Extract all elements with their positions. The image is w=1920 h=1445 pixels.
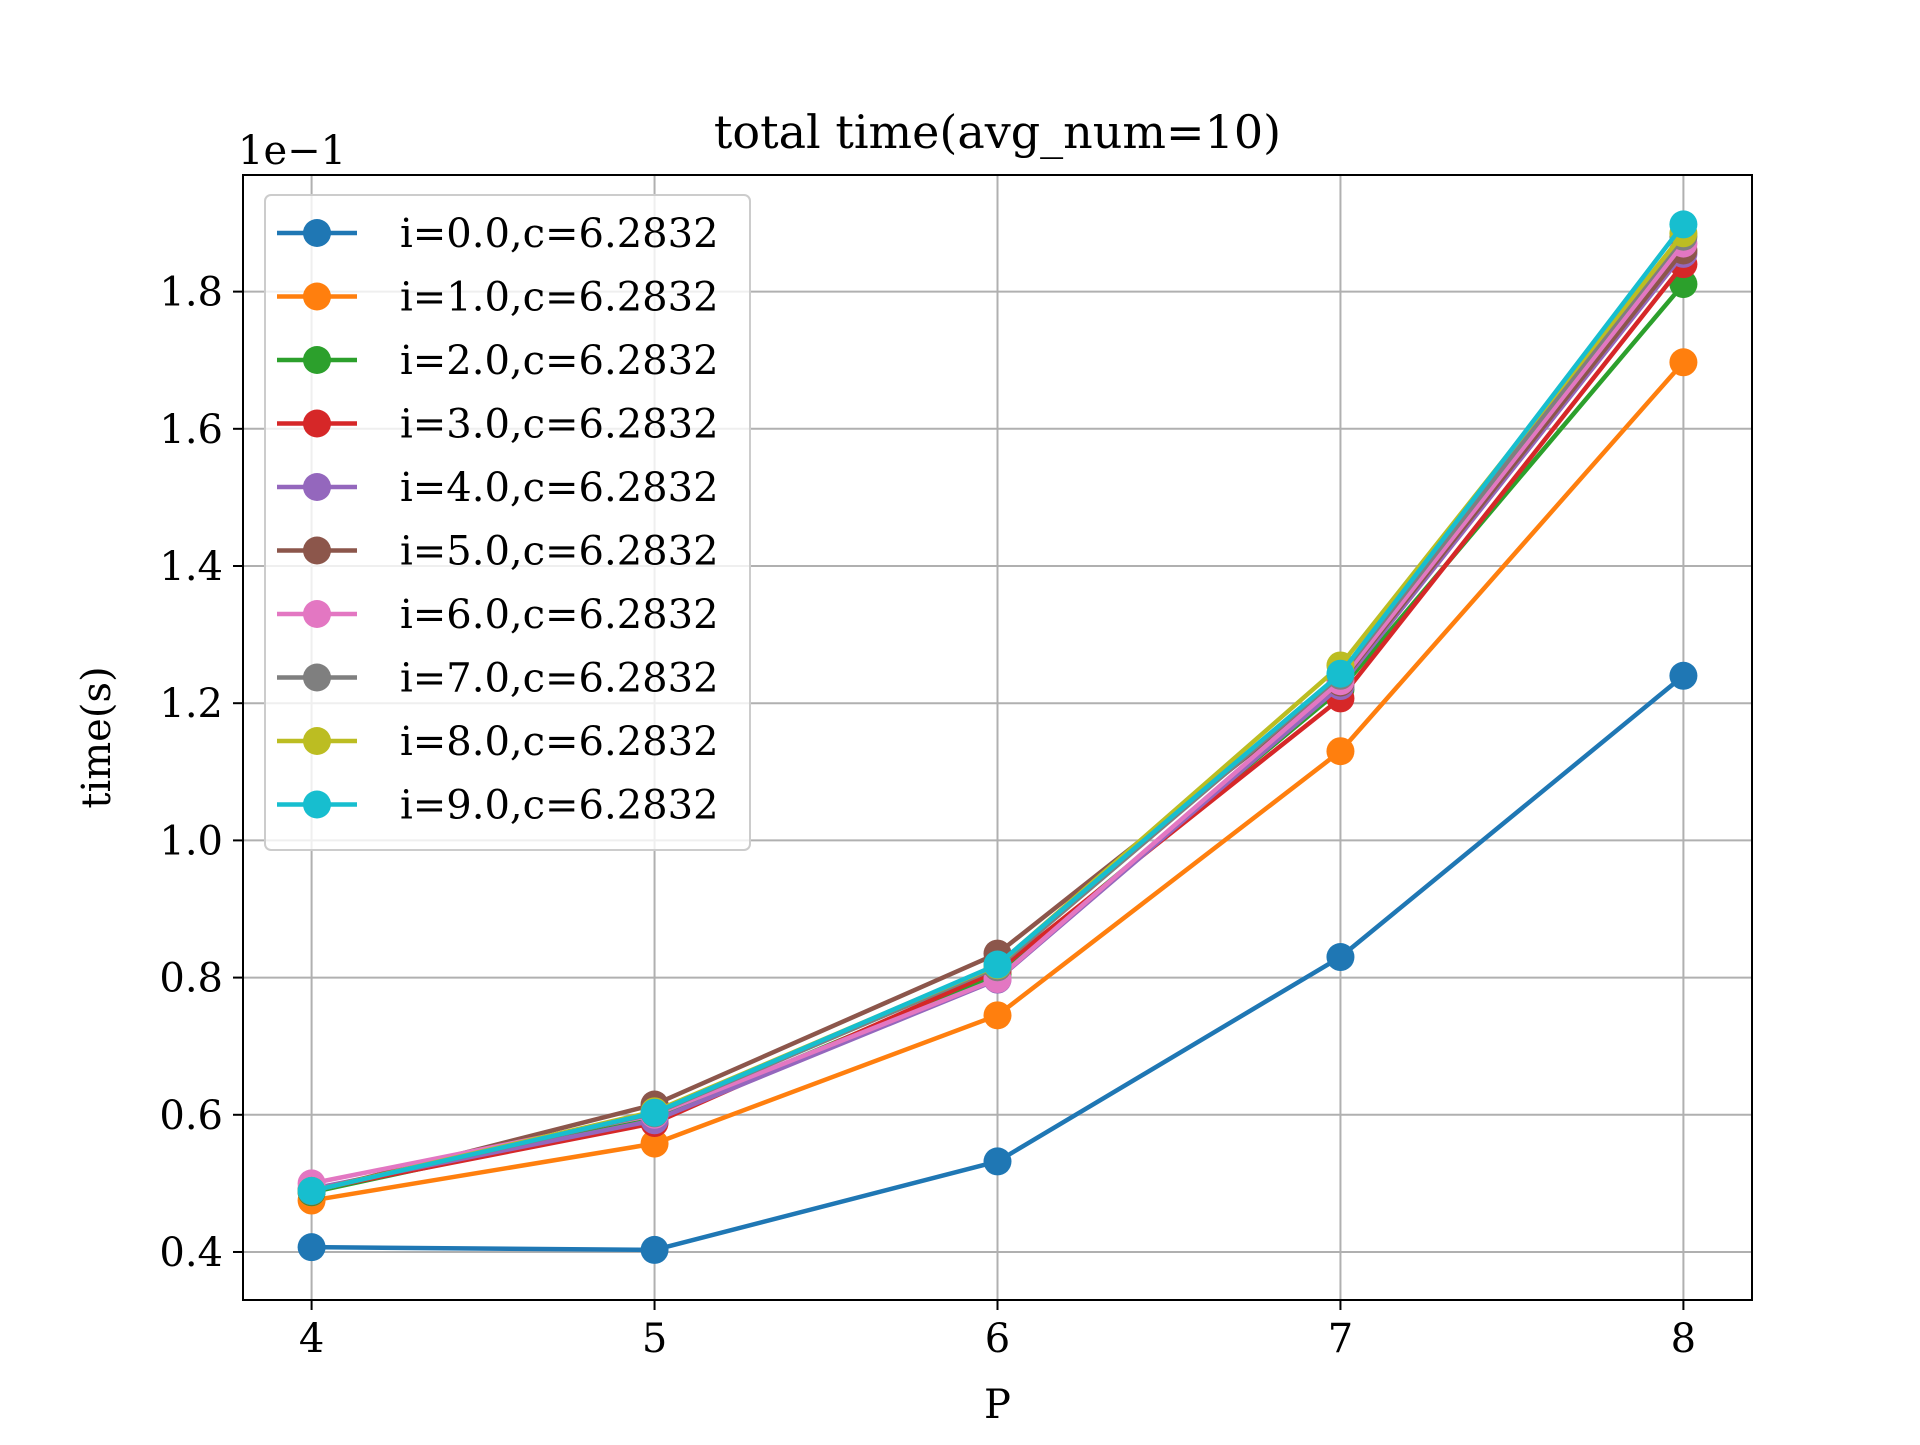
- x-tick-label: 8: [1671, 1316, 1696, 1362]
- legend-marker: [303, 219, 331, 247]
- legend-label: i=3.0,c=6.2832: [400, 402, 719, 448]
- legend-marker: [303, 790, 331, 819]
- legend-marker: [303, 727, 331, 755]
- x-tick-label: 6: [985, 1316, 1010, 1362]
- y-tick-label: 1.4: [159, 544, 223, 590]
- legend-marker: [303, 409, 331, 438]
- legend-marker: [303, 536, 331, 565]
- data-point: [1326, 659, 1355, 688]
- y-tick-label: 0.8: [159, 956, 223, 1002]
- y-tick-label: 0.6: [159, 1093, 223, 1139]
- legend-item: i=8.0,c=6.2832: [277, 719, 719, 765]
- data-point: [1669, 210, 1698, 239]
- y-tick-label: 0.4: [159, 1230, 223, 1276]
- series-i=9.0,c=6.2832: [297, 210, 1698, 1205]
- data-point: [983, 950, 1012, 979]
- data-point: [1326, 737, 1355, 766]
- x-tick-label: 5: [642, 1316, 667, 1362]
- data-point: [640, 1098, 669, 1127]
- x-axis-label: P: [984, 1382, 1011, 1428]
- y-tick-label: 1.6: [159, 407, 223, 453]
- y-tick-label: 1.0: [159, 818, 223, 864]
- legend-item: i=3.0,c=6.2832: [277, 402, 719, 448]
- data-point: [640, 1235, 669, 1264]
- series-i=0.0,c=6.2832: [297, 661, 1698, 1264]
- legend-marker: [303, 663, 331, 692]
- series-i=1.0,c=6.2832: [297, 348, 1698, 1215]
- legend-label: i=2.0,c=6.2832: [400, 338, 719, 384]
- legend-label: i=7.0,c=6.2832: [400, 656, 719, 702]
- legend-marker: [303, 473, 331, 501]
- legend-item: i=2.0,c=6.2832: [277, 338, 719, 384]
- legend-label: i=0.0,c=6.2832: [400, 211, 719, 257]
- legend-label: i=9.0,c=6.2832: [400, 783, 719, 829]
- legend: i=0.0,c=6.2832 i=1.0,c=6.2832 i=2.0,c=6.28…: [264, 194, 751, 851]
- plot-series: [297, 210, 1698, 1264]
- legend-item: i=7.0,c=6.2832: [277, 656, 719, 702]
- data-point: [1669, 661, 1698, 690]
- data-point: [983, 1147, 1012, 1176]
- chart-title: total time(avg_num=10): [714, 105, 1281, 159]
- legend-box: [264, 194, 751, 851]
- legend-item: i=9.0,c=6.2832: [277, 783, 719, 829]
- legend-marker: [303, 282, 331, 311]
- data-point: [1669, 348, 1698, 377]
- legend-label: i=6.0,c=6.2832: [400, 592, 719, 638]
- data-point: [1669, 270, 1698, 299]
- x-tick-label: 7: [1328, 1316, 1353, 1362]
- data-point: [983, 1001, 1012, 1030]
- x-tick-label: 4: [299, 1316, 324, 1362]
- y-axis-label: time(s): [74, 666, 120, 808]
- y-tick-label: 1.2: [159, 681, 223, 727]
- axis-ticks: 4 5 6 7 8 0.4 0.6 0.8 1.0 1.2 1.4 1.6 1.8: [159, 270, 1696, 1362]
- legend-label: i=5.0,c=6.2832: [400, 529, 719, 575]
- legend-label: i=4.0,c=6.2832: [400, 465, 719, 511]
- legend-item: i=4.0,c=6.2832: [277, 465, 719, 511]
- legend-item: i=6.0,c=6.2832: [277, 592, 719, 638]
- y-tick-label: 1.8: [159, 270, 223, 316]
- legend-item: i=5.0,c=6.2832: [277, 529, 719, 575]
- data-point: [640, 1129, 669, 1158]
- legend-item: i=1.0,c=6.2832: [277, 275, 719, 321]
- y-axis-offset-label: 1e−1: [238, 128, 346, 174]
- legend-marker: [303, 346, 331, 374]
- data-point: [297, 1233, 326, 1262]
- data-point: [1326, 943, 1355, 972]
- legend-label: i=8.0,c=6.2832: [400, 719, 719, 765]
- legend-label: i=1.0,c=6.2832: [400, 275, 719, 321]
- legend-item: i=0.0,c=6.2832: [277, 211, 719, 257]
- legend-marker: [303, 600, 331, 628]
- data-point: [297, 1176, 326, 1205]
